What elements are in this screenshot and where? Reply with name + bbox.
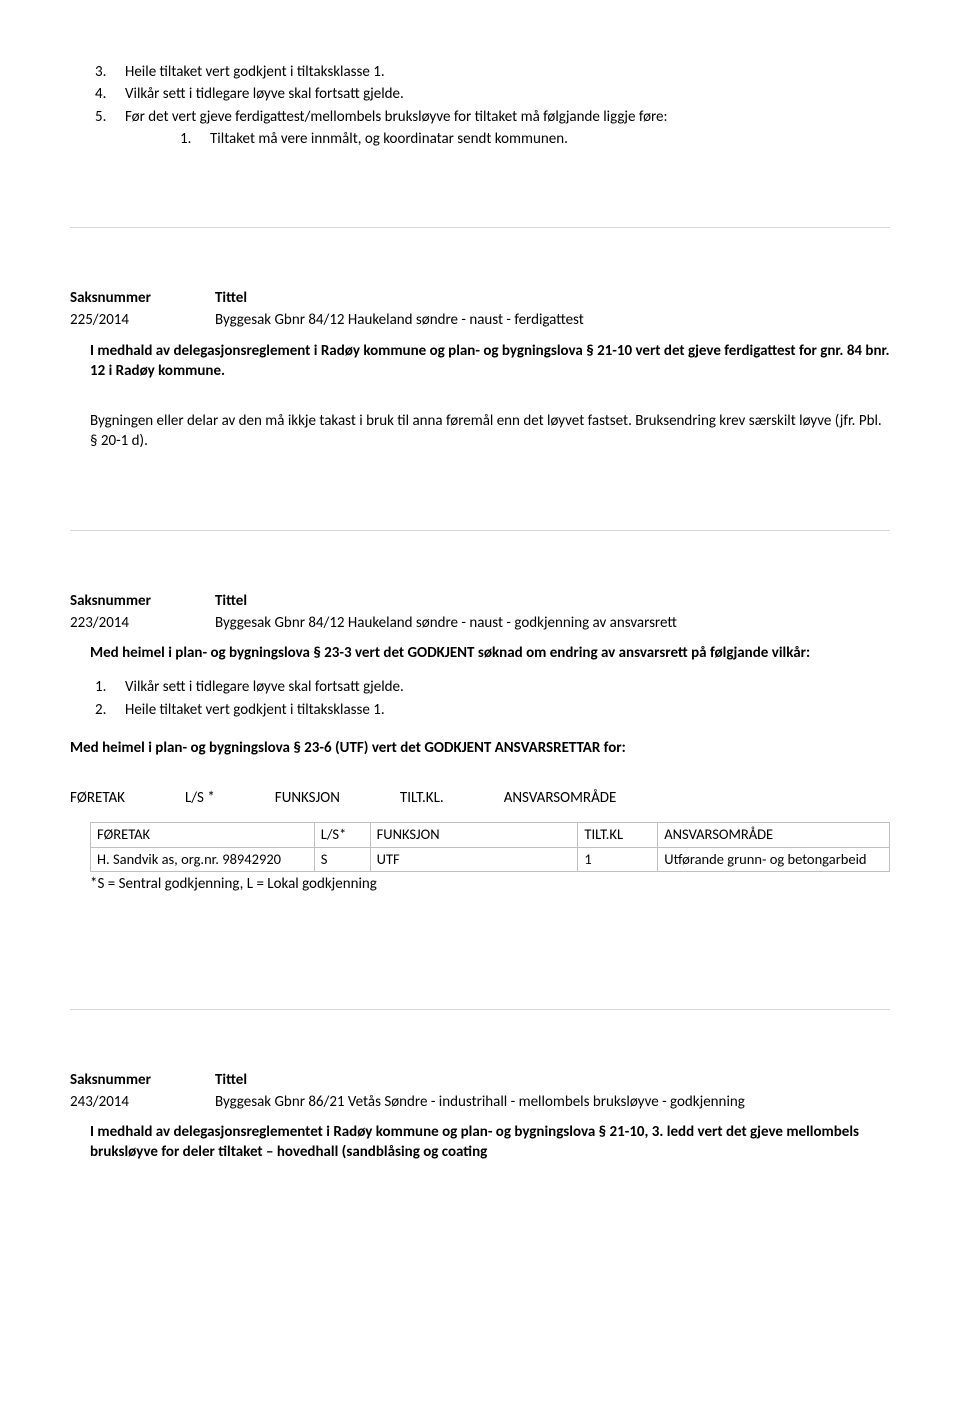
list-item: 1. Vilkår sett i tidlegare løyve skal fo… — [70, 677, 890, 697]
col-label: TILT.KL. — [400, 788, 444, 808]
saksnummer-label: Saksnummer — [70, 591, 215, 611]
table-header-cell: FØRETAK — [91, 823, 315, 848]
case-decision-text: Med heimel i plan- og bygningslova § 23-… — [90, 643, 890, 663]
list-text: Heile tiltaket vert godkjent i tiltakskl… — [125, 700, 890, 720]
table-cell: 1 — [578, 847, 658, 872]
col-label: ANSVARSOMRÅDE — [504, 788, 617, 808]
table-header-cell: L/S* — [314, 823, 370, 848]
table-row: H. Sandvik as, org.nr. 98942920 S UTF 1 … — [91, 847, 890, 872]
table-cell: UTF — [370, 847, 578, 872]
case-header: Saksnummer Tittel — [70, 1070, 890, 1090]
list-number: 1. — [70, 677, 125, 697]
list-number: 5. — [70, 107, 125, 127]
case-body-text: Bygningen eller delar av den må ikkje ta… — [90, 411, 890, 452]
list-text: Vilkår sett i tidlegare løyve skal forts… — [125, 84, 890, 104]
case-title: Byggesak Gbnr 84/12 Haukeland søndre - n… — [215, 613, 890, 633]
table-header-row: FØRETAK L/S* FUNKSJON TILT.KL ANSVARSOMR… — [91, 823, 890, 848]
col-label: FUNKSJON — [275, 788, 340, 808]
table-header-cell: FUNKSJON — [370, 823, 578, 848]
tittel-label: Tittel — [215, 288, 247, 308]
tittel-label: Tittel — [215, 1070, 247, 1090]
case-decision-text: I medhald av delegasjonsreglementet i Ra… — [90, 1122, 890, 1163]
col-label: L/S * — [185, 788, 215, 808]
list-number: 2. — [70, 700, 125, 720]
table-cell: Utførande grunn- og betongarbeid — [658, 847, 890, 872]
table-header-cell: TILT.KL — [578, 823, 658, 848]
list-item: 3. Heile tiltaket vert godkjent i tiltak… — [70, 62, 890, 82]
case-row: 243/2014 Byggesak Gbnr 86/21 Vetås Søndr… — [70, 1092, 890, 1112]
list-text: Før det vert gjeve ferdigattest/mellombe… — [125, 107, 890, 127]
saksnummer-label: Saksnummer — [70, 1070, 215, 1090]
list-item: 2. Heile tiltaket vert godkjent i tiltak… — [70, 700, 890, 720]
case-number: 223/2014 — [70, 613, 215, 633]
table-footnote: *S = Sentral godkjenning, L = Lokal godk… — [90, 874, 890, 894]
table-header-cell: ANSVARSOMRÅDE — [658, 823, 890, 848]
case-title: Byggesak Gbnr 86/21 Vetås Søndre - indus… — [215, 1092, 890, 1112]
list-item: 5. Før det vert gjeve ferdigattest/mello… — [70, 107, 890, 127]
divider — [70, 530, 890, 531]
top-list: 3. Heile tiltaket vert godkjent i tiltak… — [70, 62, 890, 149]
list-text: Vilkår sett i tidlegare løyve skal forts… — [125, 677, 890, 697]
case-decision-text: I medhald av delegasjonsreglement i Radø… — [90, 341, 890, 382]
case-header: Saksnummer Tittel — [70, 288, 890, 308]
list-text: Heile tiltaket vert godkjent i tiltakskl… — [125, 62, 890, 82]
list-number: 4. — [70, 84, 125, 104]
case-title: Byggesak Gbnr 84/12 Haukeland søndre - n… — [215, 310, 890, 330]
sub-list-item: 1. Tiltaket må vere innmålt, og koordina… — [70, 129, 890, 149]
case-row: 225/2014 Byggesak Gbnr 84/12 Haukeland s… — [70, 310, 890, 330]
col-label: FØRETAK — [70, 788, 125, 808]
divider — [70, 227, 890, 228]
case2-list: 1. Vilkår sett i tidlegare løyve skal fo… — [70, 677, 890, 720]
case-row: 223/2014 Byggesak Gbnr 84/12 Haukeland s… — [70, 613, 890, 633]
column-labels-row: FØRETAK L/S * FUNKSJON TILT.KL. ANSVARSO… — [70, 788, 890, 808]
list-number: 1. — [155, 129, 210, 149]
saksnummer-label: Saksnummer — [70, 288, 215, 308]
case-number: 243/2014 — [70, 1092, 215, 1112]
list-text: Tiltaket må vere innmålt, og koordinatar… — [210, 129, 890, 149]
ansvarsrett-table: FØRETAK L/S* FUNKSJON TILT.KL ANSVARSOMR… — [90, 822, 890, 872]
tittel-label: Tittel — [215, 591, 247, 611]
list-item: 4. Vilkår sett i tidlegare løyve skal fo… — [70, 84, 890, 104]
table-cell: H. Sandvik as, org.nr. 98942920 — [91, 847, 315, 872]
case-subheading: Med heimel i plan- og bygningslova § 23-… — [70, 738, 890, 758]
divider — [70, 1009, 890, 1010]
list-number: 3. — [70, 62, 125, 82]
case-header: Saksnummer Tittel — [70, 591, 890, 611]
case-number: 225/2014 — [70, 310, 215, 330]
table-cell: S — [314, 847, 370, 872]
